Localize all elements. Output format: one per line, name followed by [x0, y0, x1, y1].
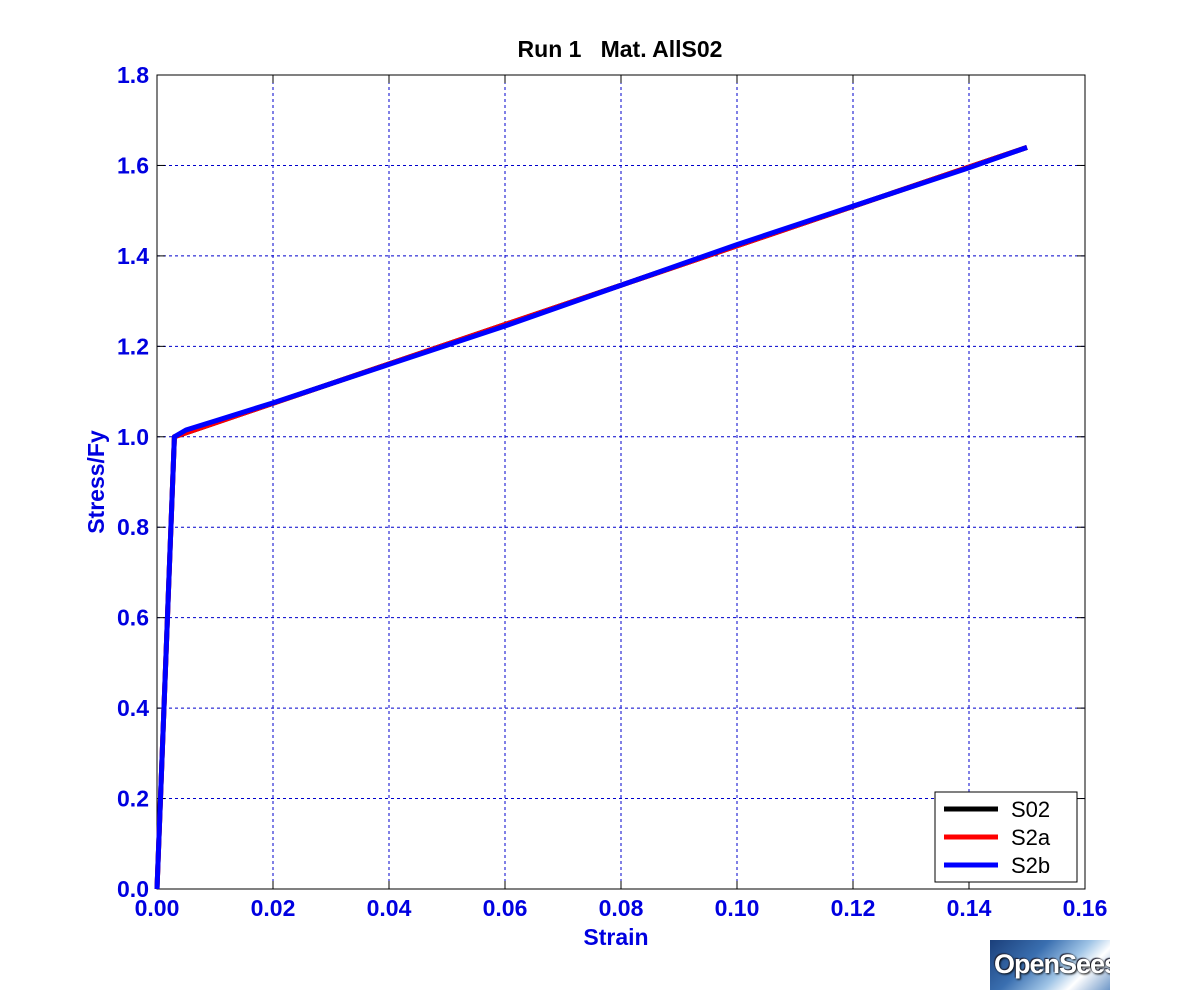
- axis-ticks: 0.00 0.02 0.04 0.06 0.08 0.10 0.12 0.14 0.16 0.0 0…: [117, 62, 1107, 921]
- y-tick-label: 0.0: [117, 876, 149, 902]
- series-line-s02: [154, 144, 1028, 890]
- opensees-logo: OpenSees: [990, 940, 1110, 990]
- x-tick-label: 0.02: [251, 895, 296, 921]
- x-axis-label: Strain: [583, 924, 648, 950]
- y-tick-label: 1.2: [117, 333, 149, 359]
- logo-text: OpenSees: [994, 949, 1110, 979]
- y-tick-label: 1.8: [117, 62, 149, 88]
- series-lines: [154, 144, 1028, 890]
- x-tick-label: 0.00: [135, 895, 180, 921]
- legend-label: S2b: [1011, 853, 1050, 878]
- series-line-s2b: [154, 144, 1028, 890]
- y-tick-label: 0.4: [117, 695, 149, 721]
- y-tick-label: 0.2: [117, 786, 149, 812]
- chart-title: Run 1 Mat. AllS02: [518, 36, 723, 62]
- x-tick-label: 0.16: [1063, 895, 1108, 921]
- x-tick-label: 0.12: [831, 895, 876, 921]
- y-tick-label: 1.0: [117, 424, 149, 450]
- legend: S02 S2a S2b: [934, 791, 1078, 883]
- y-tick-label: 0.6: [117, 605, 149, 631]
- x-tick-label: 0.10: [715, 895, 760, 921]
- x-tick-label: 0.06: [483, 895, 528, 921]
- legend-label: S2a: [1011, 825, 1051, 850]
- y-tick-label: 0.8: [117, 514, 149, 540]
- y-tick-label: 1.6: [117, 152, 149, 178]
- x-tick-label: 0.08: [599, 895, 644, 921]
- legend-label: S02: [1011, 797, 1050, 822]
- y-axis-label: Stress/Fy: [83, 430, 109, 534]
- series-line-s2a: [154, 144, 1028, 890]
- y-tick-label: 1.4: [117, 243, 149, 269]
- x-tick-label: 0.14: [947, 895, 992, 921]
- x-tick-label: 0.04: [367, 895, 412, 921]
- grid-lines: [157, 75, 1085, 889]
